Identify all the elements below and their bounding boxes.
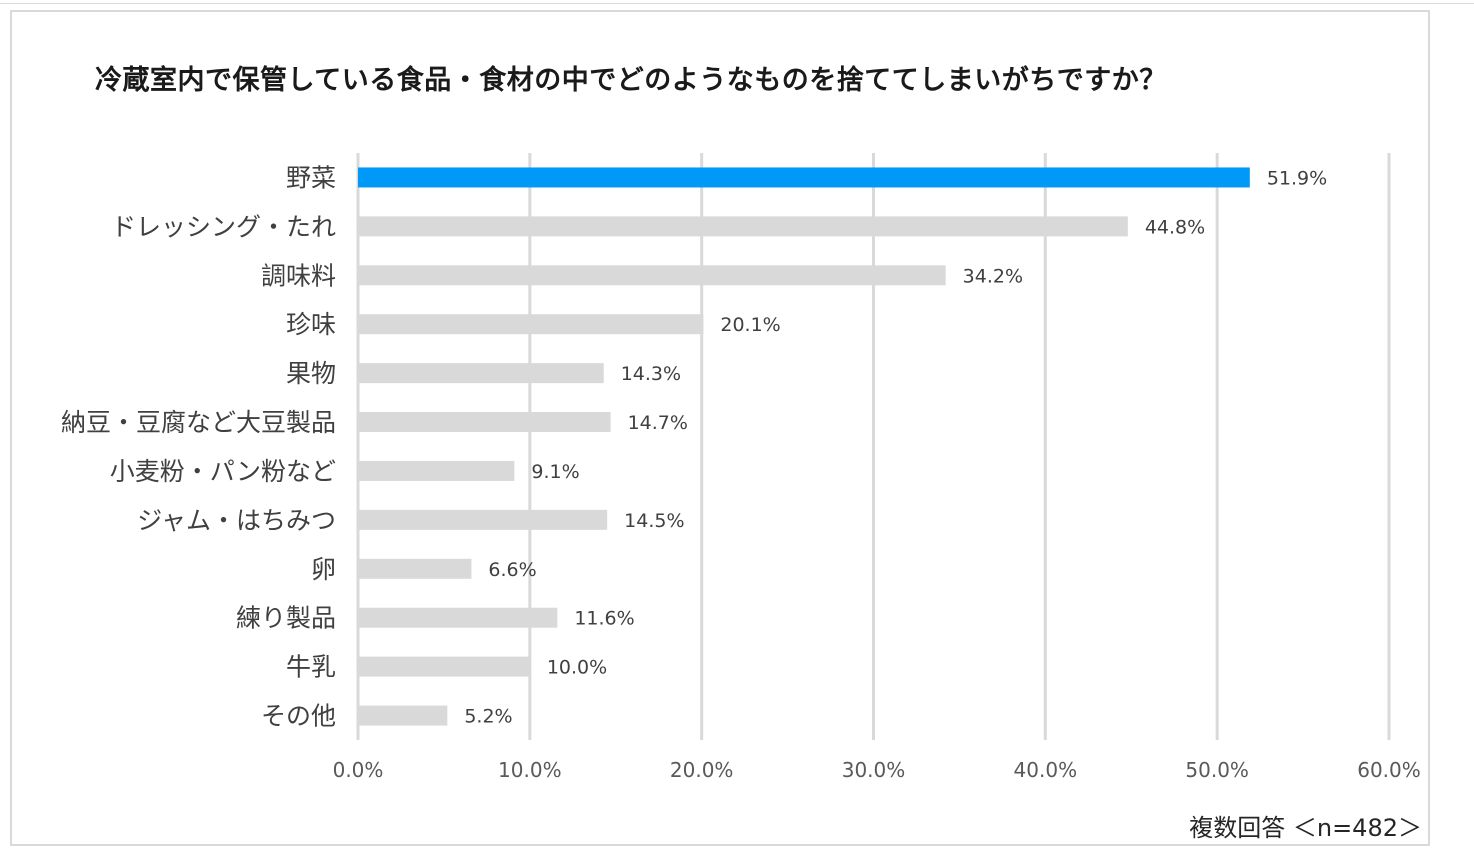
x-tick-label: 0.0% — [333, 758, 384, 782]
bar — [358, 265, 946, 286]
category-label: その他 — [261, 702, 336, 731]
data-label: 11.6% — [574, 608, 634, 630]
top-rule — [0, 3, 1474, 4]
sample-note: 複数回答 ＜n=482＞ — [1189, 814, 1422, 842]
bar — [358, 607, 558, 628]
bar — [358, 460, 515, 481]
category-label: 野菜 — [286, 163, 336, 192]
chart-frame — [10, 10, 1430, 846]
category-label: ドレッシング・たれ — [111, 212, 336, 241]
bar — [358, 363, 604, 384]
bar — [358, 558, 472, 579]
bar — [358, 705, 448, 726]
data-label: 9.1% — [531, 461, 579, 483]
category-label: ジャム・はちみつ — [137, 506, 336, 535]
bar — [358, 216, 1128, 237]
x-tick-label: 50.0% — [1185, 758, 1249, 782]
data-label: 51.9% — [1267, 167, 1327, 189]
category-label: 珍味 — [286, 310, 336, 339]
data-label: 5.2% — [464, 706, 512, 728]
data-label: 20.1% — [720, 314, 780, 336]
data-label: 6.6% — [488, 559, 536, 581]
data-label: 14.7% — [628, 412, 688, 434]
category-label: 小麦粉・パン粉など — [110, 457, 336, 486]
data-label: 14.3% — [621, 363, 681, 385]
category-label: 練り製品 — [236, 604, 336, 633]
category-label: 調味料 — [261, 261, 336, 290]
category-label: 卵 — [311, 555, 336, 584]
category-label: 納豆・豆腐など大豆製品 — [61, 408, 336, 437]
x-tick-label: 10.0% — [498, 758, 562, 782]
x-tick-label: 40.0% — [1014, 758, 1078, 782]
category-label: 牛乳 — [286, 653, 336, 682]
bar — [358, 167, 1250, 188]
data-label: 10.0% — [547, 657, 607, 679]
x-tick-label: 30.0% — [842, 758, 906, 782]
data-label: 14.5% — [624, 510, 684, 532]
bar — [358, 656, 530, 677]
x-tick-label: 20.0% — [670, 758, 734, 782]
chart-title: 冷蔵室内で保管している食品・食材の中でどのようなものを捨ててしまいがちですか？ — [95, 65, 1167, 96]
category-label: 果物 — [286, 359, 336, 388]
bar — [358, 509, 608, 530]
bar — [358, 412, 611, 433]
bar — [358, 314, 704, 335]
data-label: 34.2% — [963, 265, 1023, 287]
x-tick-label: 60.0% — [1357, 758, 1421, 782]
data-label: 44.8% — [1145, 216, 1205, 238]
